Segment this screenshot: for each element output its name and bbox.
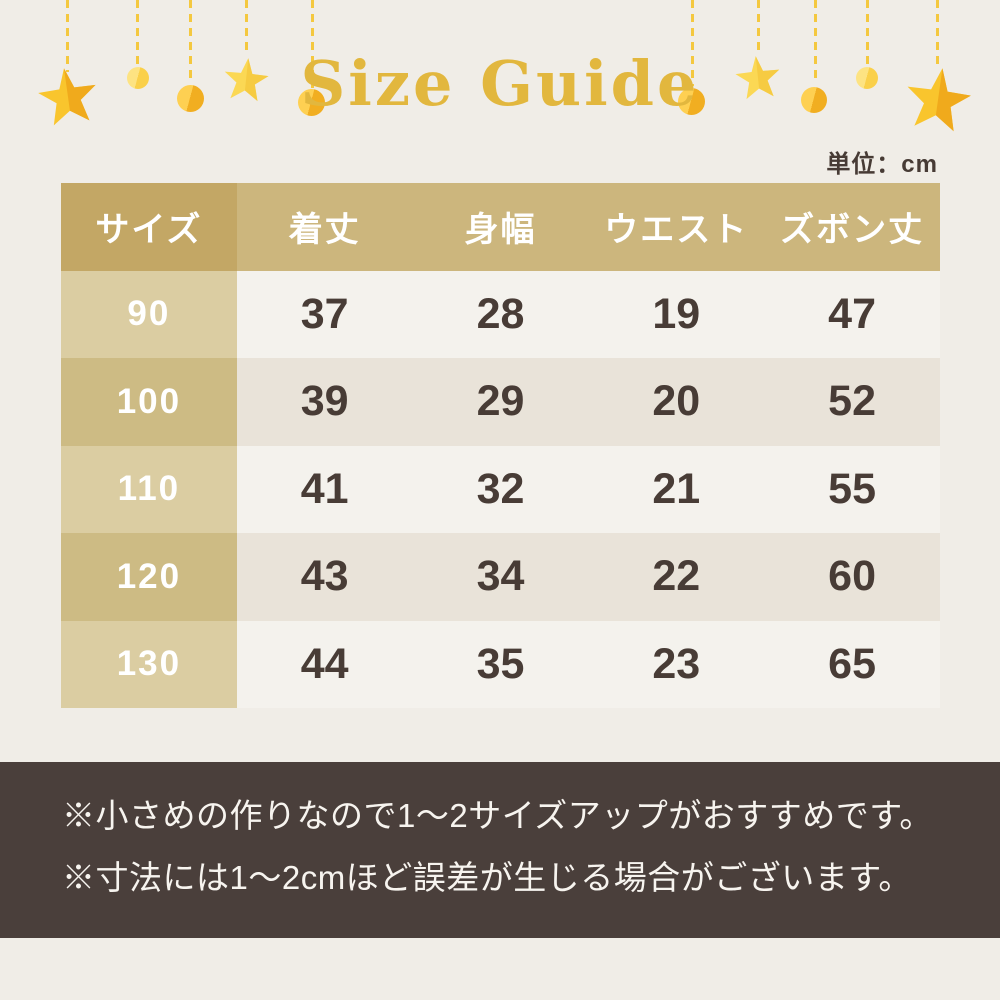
ball-ornament-icon (856, 67, 878, 89)
size-cell: 110 (61, 445, 237, 533)
note-line-2: ※寸法には1〜2cmほど誤差が生じる場合がございます。 (62, 859, 912, 896)
measurement-cell: 55 (764, 445, 940, 533)
table-row: 120 43 34 22 60 (61, 533, 940, 621)
column-header-size: サイズ (61, 183, 237, 271)
measurement-cell: 60 (764, 533, 940, 621)
column-header-body-width: 身幅 (412, 183, 589, 271)
table-row: 100 39 29 20 52 (61, 358, 940, 446)
hanging-string (866, 0, 869, 64)
measurement-cell: 35 (412, 620, 589, 708)
table-header-row: サイズ 着丈 身幅 ウエスト ズボン丈 (61, 183, 940, 271)
column-header-pants-length: ズボン丈 (764, 183, 940, 271)
measurement-cell: 32 (412, 445, 589, 533)
column-header-body-length: 着丈 (236, 183, 413, 271)
ball-ornament-icon (801, 87, 827, 113)
unit-label: 単位：cm (826, 151, 938, 178)
measurement-cell: 20 (588, 358, 765, 446)
hanging-string (936, 0, 939, 70)
column-header-waist: ウエスト (588, 183, 765, 271)
measurement-cell: 39 (236, 358, 413, 446)
size-table: サイズ 着丈 身幅 ウエスト ズボン丈 90 37 28 19 47 100 3… (61, 183, 940, 708)
measurement-cell: 21 (588, 445, 765, 533)
hanging-string (136, 0, 139, 64)
star-icon (38, 68, 96, 126)
ball-ornament-icon (127, 67, 149, 89)
star-icon (735, 56, 780, 100)
measurement-cell: 43 (236, 533, 413, 621)
size-cell: 90 (61, 270, 237, 358)
measurement-cell: 34 (412, 533, 589, 621)
table-row: 130 44 35 23 65 (61, 620, 940, 708)
hanging-string (311, 0, 314, 88)
star-icon (224, 58, 269, 102)
table-row: 110 41 32 21 55 (61, 445, 940, 533)
measurement-cell: 37 (236, 270, 413, 358)
measurement-cell: 29 (412, 358, 589, 446)
ball-ornament-icon (298, 89, 325, 116)
hanging-string (814, 0, 817, 84)
notes-section: ※小さめの作りなので1〜2サイズアップがおすすめです。 ※寸法には1〜2cmほど… (0, 762, 1000, 938)
measurement-cell: 19 (588, 270, 765, 358)
measurement-cell: 28 (412, 270, 589, 358)
hanging-string (66, 0, 69, 72)
star-icon (907, 68, 971, 132)
measurement-cell: 23 (588, 620, 765, 708)
measurement-cell: 65 (764, 620, 940, 708)
page-title: Size Guide (300, 47, 700, 120)
hanging-string (757, 0, 760, 54)
measurement-cell: 47 (764, 270, 940, 358)
ball-ornament-icon (177, 85, 204, 112)
measurement-cell: 22 (588, 533, 765, 621)
measurement-cell: 52 (764, 358, 940, 446)
size-cell: 100 (61, 358, 237, 446)
ball-ornament-icon (678, 88, 705, 115)
hanging-string (189, 0, 192, 84)
hanging-string (245, 0, 248, 56)
table-row: 90 37 28 19 47 (61, 270, 940, 358)
size-cell: 120 (61, 533, 237, 621)
measurement-cell: 41 (236, 445, 413, 533)
hanging-string (691, 0, 694, 86)
size-cell: 130 (61, 620, 237, 708)
note-line-1: ※小さめの作りなので1〜2サイズアップがおすすめです。 (62, 797, 933, 834)
measurement-cell: 44 (236, 620, 413, 708)
